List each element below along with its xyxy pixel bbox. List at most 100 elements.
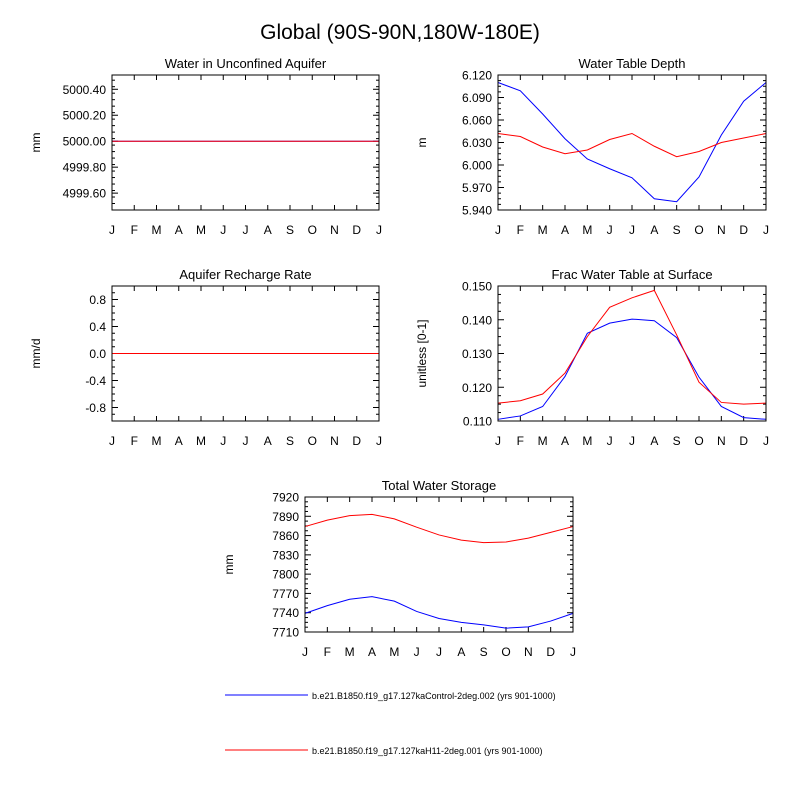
x-tick-label: J	[376, 223, 382, 237]
x-tick-label: J	[436, 645, 442, 659]
x-tick-label: M	[345, 645, 355, 659]
y-tick-label: 6.000	[462, 159, 492, 173]
y-tick-label: 5.940	[462, 204, 492, 218]
y-tick-label: 6.030	[462, 136, 492, 150]
x-tick-label: A	[650, 223, 658, 237]
x-tick-label: J	[243, 434, 249, 448]
panel-title: Aquifer Recharge Rate	[179, 267, 311, 282]
series-line-control	[304, 596, 574, 629]
x-tick-label: J	[629, 434, 635, 448]
x-tick-label: O	[308, 434, 317, 448]
x-tick-label: D	[352, 223, 361, 237]
y-tick-label: 0.8	[89, 293, 106, 307]
y-tick-label: 5000.00	[63, 135, 107, 149]
x-tick-label: A	[457, 645, 465, 659]
x-tick-label: D	[352, 434, 361, 448]
x-tick-label: J	[763, 223, 769, 237]
x-tick-label: J	[109, 223, 115, 237]
x-tick-label: O	[308, 223, 317, 237]
x-tick-label: A	[561, 434, 569, 448]
plot-frame	[111, 74, 380, 211]
y-axis-label: mm	[222, 555, 236, 575]
y-tick-label: 7920	[272, 491, 299, 505]
x-tick-label: N	[524, 645, 533, 659]
y-axis-label: mm/d	[29, 339, 43, 369]
panel-title: Water in Unconfined Aquifer	[165, 56, 327, 71]
y-tick-label: 7800	[272, 568, 299, 582]
plot-frame	[111, 285, 380, 422]
x-tick-label: M	[538, 223, 548, 237]
y-tick-label: -0.4	[85, 374, 106, 388]
y-tick-label: 6.060	[462, 114, 492, 128]
plot-frame	[497, 285, 767, 422]
x-tick-label: J	[220, 223, 226, 237]
x-tick-label: F	[131, 223, 138, 237]
y-tick-label: 7710	[272, 626, 299, 640]
y-tick-label: 7860	[272, 529, 299, 543]
x-tick-label: M	[538, 434, 548, 448]
y-tick-label: 5.970	[462, 181, 492, 195]
x-tick-label: A	[175, 434, 183, 448]
x-tick-label: J	[376, 434, 382, 448]
x-tick-label: F	[517, 434, 524, 448]
x-tick-label: A	[175, 223, 183, 237]
x-tick-label: S	[673, 223, 681, 237]
figure-title: Global (90S-90N,180W-180E)	[260, 21, 540, 44]
y-axis-label: mm	[29, 133, 43, 153]
y-tick-label: 5000.40	[63, 83, 107, 97]
x-tick-label: D	[739, 434, 748, 448]
legend-label-control: b.e21.B1850.f19_g17.127kaControl-2deg.00…	[312, 691, 556, 701]
y-tick-label: 0.120	[462, 381, 492, 395]
x-tick-label: A	[368, 645, 376, 659]
x-tick-label: N	[330, 434, 339, 448]
panel-frac-water-table-at-surface: Frac Water Table at Surface unitless [0-1…	[415, 267, 769, 448]
x-tick-label: M	[196, 223, 206, 237]
panel-title: Frac Water Table at Surface	[551, 267, 712, 282]
legend-entry-control: b.e21.B1850.f19_g17.127kaControl-2deg.00…	[225, 691, 556, 701]
x-tick-label: S	[673, 434, 681, 448]
x-tick-label: O	[501, 645, 510, 659]
y-tick-label: 0.110	[463, 415, 492, 429]
y-tick-label: 0.0	[89, 347, 106, 361]
x-tick-label: N	[717, 434, 726, 448]
x-tick-label: J	[243, 223, 249, 237]
x-tick-label: J	[495, 223, 501, 237]
x-tick-label: M	[389, 645, 399, 659]
x-tick-label: S	[480, 645, 488, 659]
x-tick-label: J	[495, 434, 501, 448]
x-tick-label: J	[302, 645, 308, 659]
x-tick-label: M	[582, 434, 592, 448]
x-tick-label: J	[570, 645, 576, 659]
x-tick-label: M	[582, 223, 592, 237]
x-tick-label: F	[517, 223, 524, 237]
y-tick-label: 6.120	[462, 69, 492, 83]
y-tick-label: 7740	[272, 606, 299, 620]
y-tick-label: 4999.60	[63, 187, 107, 201]
x-tick-label: A	[561, 223, 569, 237]
x-tick-label: M	[196, 434, 206, 448]
x-tick-label: O	[694, 223, 703, 237]
x-tick-label: D	[739, 223, 748, 237]
legend-entry-h11: b.e21.B1850.f19_g17.127kaH11-2deg.001 (y…	[225, 746, 543, 756]
x-tick-label: J	[629, 223, 635, 237]
x-tick-label: D	[546, 645, 555, 659]
x-tick-label: J	[220, 434, 226, 448]
y-tick-label: 0.130	[462, 347, 492, 361]
y-tick-label: 7830	[272, 548, 299, 562]
x-tick-label: N	[330, 223, 339, 237]
x-tick-label: N	[717, 223, 726, 237]
x-tick-label: J	[109, 434, 115, 448]
x-tick-label: J	[763, 434, 769, 448]
x-tick-label: J	[414, 645, 420, 659]
x-tick-label: A	[264, 434, 272, 448]
y-tick-label: 0.150	[462, 280, 492, 294]
plot-frame	[497, 74, 767, 211]
y-tick-label: 4999.80	[63, 161, 107, 175]
series-line-h11	[497, 289, 767, 405]
y-tick-label: 5000.20	[63, 109, 107, 123]
y-tick-label: -0.8	[85, 401, 106, 415]
